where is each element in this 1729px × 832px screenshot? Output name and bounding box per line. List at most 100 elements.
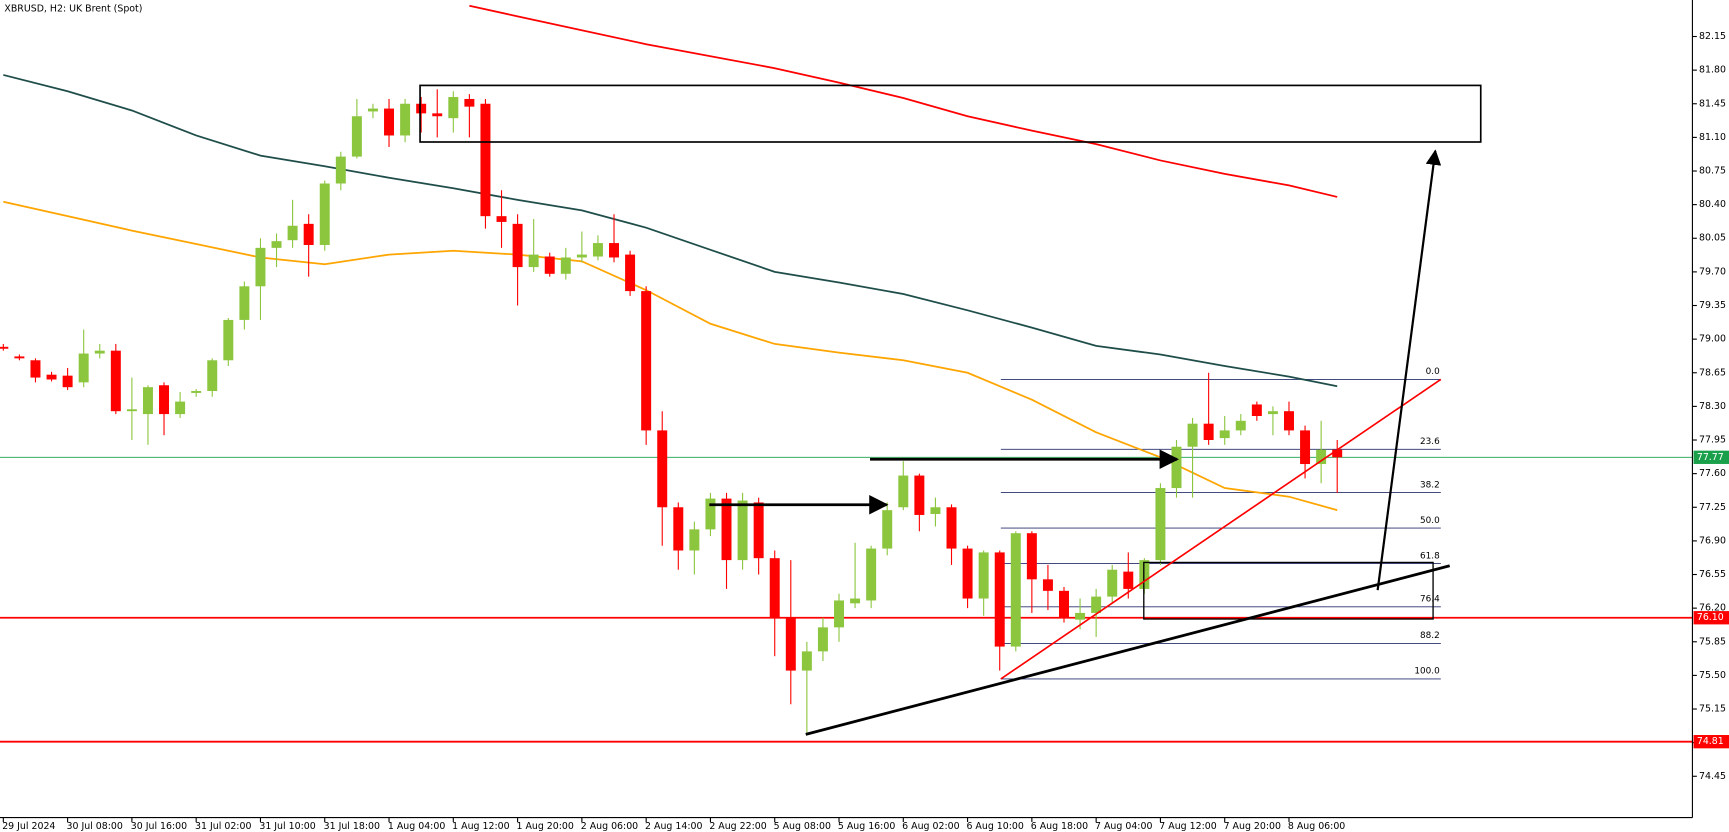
candle-body — [1332, 449, 1343, 458]
chart-title: XBRUSD, H2: UK Brent (Spot) — [4, 3, 142, 14]
y-tick-label: 75.50 — [1699, 670, 1726, 681]
y-tick-label: 78.65 — [1699, 367, 1726, 378]
candle-body — [432, 113, 443, 117]
fibonacci: 0.0 23.6 38.2 50.0 61.8 76.4 88.2 100.0 — [1000, 367, 1441, 680]
candle-body — [1059, 590, 1069, 618]
candle-body — [1187, 423, 1198, 447]
candle-body — [560, 257, 571, 274]
candle-body — [14, 356, 25, 359]
candle-body — [1219, 430, 1230, 439]
candle-body — [319, 183, 330, 245]
candle-body — [480, 103, 491, 217]
price-label: 76.10 — [1697, 612, 1724, 623]
candle-body — [0, 346, 9, 349]
y-tick-label: 77.25 — [1699, 502, 1726, 513]
fib-label: 23.6 — [1420, 437, 1440, 447]
x-tick-label: 6 Aug 02:00 — [902, 821, 959, 832]
x-tick-label: 2 Aug 06:00 — [581, 821, 638, 832]
y-tick-label: 74.45 — [1699, 771, 1726, 782]
candle-body — [512, 223, 523, 268]
candle-body — [175, 401, 186, 415]
candle-body — [191, 391, 202, 393]
candle-body — [914, 475, 925, 515]
candle-body — [287, 225, 298, 241]
moving-average — [3, 74, 1338, 388]
candle-body — [62, 375, 73, 388]
candle-body — [753, 502, 764, 559]
candle-body — [930, 507, 941, 514]
x-tick-label: 29 Jul 2024 — [2, 821, 55, 832]
candle-body — [785, 617, 796, 671]
candle-body — [721, 498, 732, 561]
candle-body — [1300, 430, 1311, 465]
candle-body — [416, 103, 427, 114]
candle-body — [207, 360, 218, 392]
candle-body — [46, 374, 57, 380]
y-tick-label: 78.30 — [1699, 401, 1726, 412]
candle-body — [1091, 596, 1102, 613]
candle-body — [351, 116, 362, 157]
y-tick-label: 81.10 — [1699, 132, 1726, 143]
candle-body — [367, 108, 378, 112]
price-label: 74.81 — [1697, 736, 1724, 747]
x-tick-label: 31 Jul 02:00 — [195, 821, 251, 832]
candle-body — [1107, 569, 1118, 597]
y-tick-label: 80.75 — [1699, 166, 1726, 177]
y-tick-label: 81.80 — [1699, 65, 1726, 76]
candle-body — [1203, 423, 1214, 441]
candle-body — [769, 558, 780, 618]
x-tick-label: 7 Aug 12:00 — [1159, 821, 1216, 832]
candle-body — [1171, 446, 1182, 489]
candle-body — [496, 216, 507, 222]
candle-body — [30, 360, 41, 378]
y-tick-label: 77.95 — [1699, 435, 1726, 446]
candle-body — [1042, 579, 1053, 591]
y-tick-label: 80.05 — [1699, 233, 1726, 244]
y-tick-label: 82.15 — [1699, 31, 1726, 42]
candle-body — [303, 223, 314, 245]
candle-body — [1284, 411, 1294, 431]
candle-body — [1155, 488, 1166, 561]
x-tick-label: 1 Aug 20:00 — [516, 821, 573, 832]
candle-body — [271, 241, 282, 248]
candle-body — [1123, 571, 1134, 589]
x-tick-label: 30 Jul 08:00 — [67, 821, 123, 832]
y-tick-label: 79.35 — [1699, 300, 1726, 311]
candle-body — [609, 243, 620, 258]
x-tick-label: 2 Aug 14:00 — [645, 821, 702, 832]
candle-body — [641, 291, 652, 431]
moving-averages — [3, 4, 1338, 512]
candle-body — [882, 510, 893, 549]
x-tick-label: 1 Aug 12:00 — [452, 821, 509, 832]
candle-body — [817, 627, 828, 652]
y-tick-label: 75.15 — [1699, 704, 1726, 715]
moving-average — [469, 4, 1338, 198]
candle-body — [737, 500, 748, 561]
candle-body — [866, 548, 877, 601]
y-tick-label: 79.70 — [1699, 266, 1726, 277]
candles — [0, 89, 1343, 734]
x-tick-label: 5 Aug 08:00 — [774, 821, 831, 832]
candle-body — [1026, 533, 1037, 580]
trend-line — [805, 564, 1451, 736]
candle-body — [528, 254, 539, 268]
price-lines — [0, 456, 1693, 743]
y-tick-label: 81.45 — [1699, 98, 1726, 109]
candle-body — [962, 548, 973, 599]
candle-body — [110, 350, 121, 412]
candle-body — [335, 156, 346, 184]
candle-body — [1267, 411, 1278, 415]
candle-body — [448, 97, 459, 119]
candle-body — [705, 498, 716, 530]
annotations — [419, 84, 1482, 736]
candle-body — [978, 552, 989, 599]
support-zone — [1143, 561, 1434, 620]
x-tick-label: 8 Aug 06:00 — [1288, 821, 1345, 832]
candle-body — [657, 430, 668, 508]
fib-label: 0.0 — [1426, 367, 1440, 377]
y-tick-label: 79.00 — [1699, 334, 1726, 345]
candle-body — [384, 108, 395, 136]
candle-body — [159, 385, 170, 415]
x-tick-label: 2 Aug 22:00 — [709, 821, 766, 832]
